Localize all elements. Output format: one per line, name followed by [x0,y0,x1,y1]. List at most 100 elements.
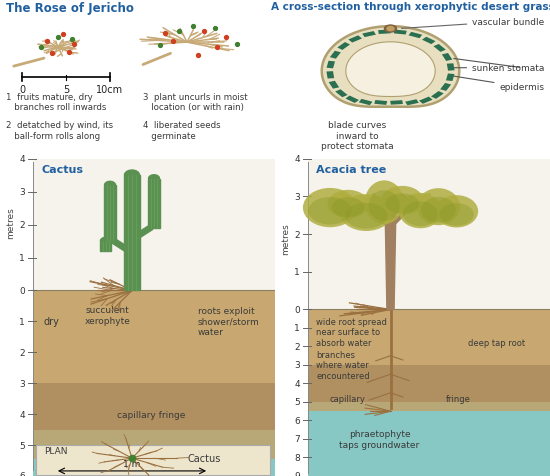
Text: 0: 0 [19,85,25,95]
Bar [308,402,550,411]
Text: metres: metres [7,207,15,238]
Ellipse shape [399,194,442,229]
Polygon shape [359,99,372,106]
FancyBboxPatch shape [36,445,270,475]
Polygon shape [385,205,396,310]
Text: 5: 5 [63,85,69,95]
Text: roots exploit
shower/storm
water: roots exploit shower/storm water [198,306,260,336]
Ellipse shape [368,191,400,221]
Text: 7: 7 [294,435,300,444]
Polygon shape [433,45,446,53]
Polygon shape [327,62,335,69]
Text: 9: 9 [294,472,300,476]
Text: 10cm: 10cm [96,85,124,95]
Ellipse shape [365,181,404,225]
Bar [33,291,275,383]
Polygon shape [124,171,140,176]
Polygon shape [362,32,376,38]
Text: 2: 2 [294,342,300,351]
Text: 4: 4 [19,155,25,164]
Text: 6: 6 [19,472,25,476]
Text: 3: 3 [294,361,300,370]
Polygon shape [348,36,362,43]
Text: capillary: capillary [330,394,366,403]
Ellipse shape [340,195,393,231]
Text: 2: 2 [19,221,25,229]
Text: Acacia tree: Acacia tree [316,164,387,174]
Ellipse shape [439,204,474,226]
Text: deep tap root: deep tap root [468,338,525,347]
Text: sunken stomata: sunken stomata [454,64,544,73]
Polygon shape [326,72,334,79]
Text: 1  fruits mature, dry
   branches roll inwards: 1 fruits mature, dry branches roll inwar… [6,92,106,112]
Text: 0: 0 [19,287,25,295]
Polygon shape [148,175,159,179]
Bar [33,459,275,476]
Polygon shape [419,98,433,105]
Text: dry: dry [44,317,60,327]
Ellipse shape [386,194,419,214]
Bar [33,383,275,430]
Polygon shape [345,96,359,104]
Bar [33,159,275,291]
Text: 3  plant uncurls in moist
   location (or with rain): 3 plant uncurls in moist location (or wi… [143,92,248,112]
Polygon shape [346,43,435,97]
Polygon shape [431,92,444,99]
Text: 3: 3 [19,379,25,388]
Text: vascular bundle: vascular bundle [402,18,544,30]
Text: 5: 5 [19,441,25,450]
Text: 0: 0 [294,305,300,314]
Polygon shape [329,81,339,89]
Polygon shape [100,238,111,241]
Text: 2: 2 [19,348,25,357]
Polygon shape [111,237,124,251]
Bar [308,365,550,402]
Text: phraetophyte
taps groundwater: phraetophyte taps groundwater [339,429,420,449]
Polygon shape [337,43,350,51]
Text: 1: 1 [19,254,25,262]
Ellipse shape [381,187,424,215]
Circle shape [387,28,394,31]
Text: Cactus: Cactus [187,453,221,463]
Text: 3: 3 [19,188,25,197]
Ellipse shape [403,202,438,227]
Circle shape [384,26,397,33]
Text: 2  detatched by wind, its
   ball-form rolls along: 2 detatched by wind, its ball-form rolls… [6,121,113,140]
Text: 5: 5 [294,397,300,407]
Bar [308,159,550,310]
Ellipse shape [435,196,478,228]
Ellipse shape [345,203,387,229]
Ellipse shape [332,198,365,218]
Text: 4: 4 [19,410,25,419]
Text: 1 m: 1 m [123,459,141,468]
Text: PLAN: PLAN [44,446,68,455]
Polygon shape [405,100,419,106]
Bar [33,430,275,461]
Polygon shape [322,27,459,108]
Text: 8: 8 [294,453,300,462]
Text: fringe: fringe [446,394,470,403]
Text: 4: 4 [294,379,300,388]
Ellipse shape [421,198,456,223]
Text: Cactus: Cactus [41,164,83,174]
Polygon shape [440,84,451,92]
Polygon shape [409,33,422,39]
Polygon shape [394,30,407,35]
Text: 4  liberated seeds
   germinate: 4 liberated seeds germinate [143,121,221,140]
Polygon shape [446,74,454,82]
Ellipse shape [417,189,460,226]
Text: 6: 6 [294,416,300,425]
Polygon shape [140,224,152,238]
Text: 3: 3 [294,193,300,201]
Text: 4: 4 [294,155,300,164]
Bar [308,310,550,365]
Text: blade curves
inward to
protect stomata: blade curves inward to protect stomata [321,121,394,151]
Text: metres: metres [282,223,290,255]
Text: 1: 1 [294,324,300,333]
Text: succulent
xerophyte: succulent xerophyte [84,306,130,325]
Polygon shape [104,182,116,186]
Text: epidermis: epidermis [454,77,544,92]
Polygon shape [330,51,341,60]
Text: The Rose of Jericho: The Rose of Jericho [6,1,133,15]
Ellipse shape [309,198,351,225]
